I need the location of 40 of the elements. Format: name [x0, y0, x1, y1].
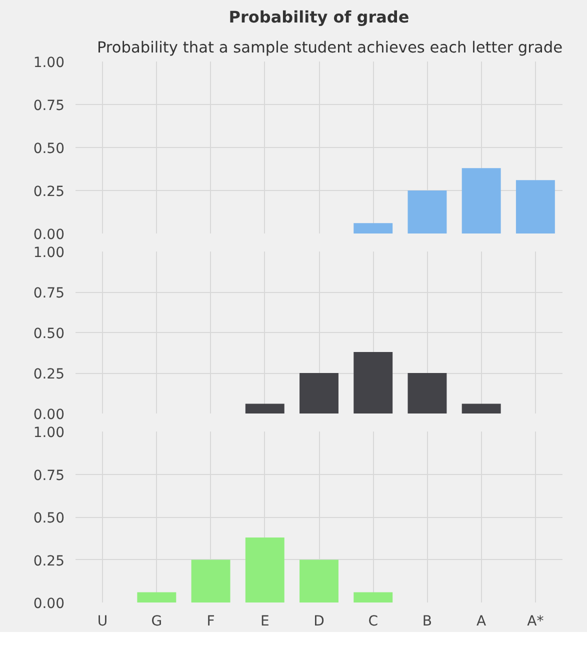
y-tick-label: 0.00	[33, 407, 64, 423]
y-tick-label: 0.75	[33, 98, 64, 114]
x-tick-label: B	[422, 614, 432, 630]
bar	[354, 223, 393, 234]
bar	[300, 373, 338, 414]
y-tick-label: 0.25	[33, 184, 64, 200]
bar	[408, 373, 447, 414]
x-tick-label: D	[314, 614, 324, 630]
y-tick-label: 0.00	[33, 227, 64, 243]
y-tick-label: 0.50	[33, 510, 64, 526]
bar	[191, 560, 230, 602]
bar	[137, 592, 176, 602]
bar	[245, 538, 284, 602]
x-tick-label: A	[476, 614, 487, 630]
y-tick-label: 0.50	[33, 141, 64, 157]
bar	[245, 404, 284, 414]
x-tick-label: F	[206, 614, 215, 630]
y-tick-label: 0.75	[33, 286, 64, 302]
x-tick-label: G	[151, 614, 162, 630]
bar	[354, 352, 393, 414]
y-tick-label: 0.50	[33, 326, 64, 342]
bar	[462, 404, 501, 414]
y-tick-label: 0.00	[33, 596, 64, 612]
x-tick-label: U	[97, 614, 108, 630]
x-tick-label: A*	[527, 614, 544, 630]
x-tick-label: C	[368, 614, 378, 630]
bar	[300, 560, 338, 602]
bar	[354, 592, 393, 602]
y-tick-label: 1.00	[33, 245, 64, 261]
chart-subtitle: Probability that a sample student achieves each letter grade	[96, 38, 563, 56]
y-tick-label: 0.75	[33, 468, 64, 484]
y-tick-label: 1.00	[33, 425, 64, 441]
y-tick-label: 1.00	[33, 55, 64, 71]
bar	[408, 190, 447, 234]
y-tick-label: 0.25	[33, 366, 64, 382]
y-tick-label: 0.25	[33, 553, 64, 570]
x-tick-label: E	[260, 614, 270, 630]
bar	[462, 168, 501, 234]
chart-title: Probability of grade	[228, 8, 410, 26]
bar	[516, 180, 555, 234]
